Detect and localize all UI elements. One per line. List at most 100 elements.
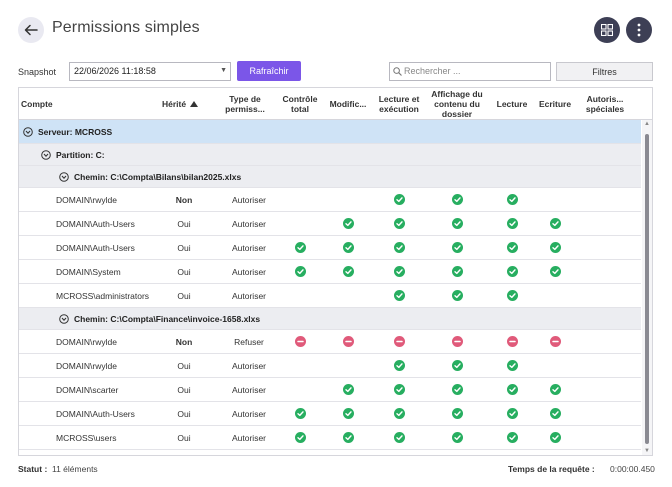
group-row-path-2[interactable]: Chemin: C:\Compta\Finance\invoice-1658.x…: [19, 308, 641, 330]
inherited-cell: Oui: [177, 408, 191, 419]
permission-allowed: [292, 402, 308, 425]
permission-allowed: [547, 378, 563, 401]
type-cell: Autoriser: [231, 384, 266, 395]
scrollbar-thumb[interactable]: [645, 134, 649, 444]
check-circle-icon: [342, 432, 354, 443]
chevron-circle-icon[interactable]: [23, 126, 33, 137]
check-circle-icon: [549, 408, 561, 419]
column-header-compte[interactable]: Compte: [21, 99, 53, 109]
more-vertical-icon: [637, 23, 641, 37]
table-row[interactable]: DOMAIN\scarter Oui Autoriser: [19, 378, 641, 402]
group-row-partition[interactable]: Partition: C:: [19, 144, 641, 166]
sort-asc-icon: [190, 101, 199, 107]
check-circle-icon: [549, 242, 561, 253]
grid-icon: [601, 24, 613, 36]
chevron-circle-icon[interactable]: [41, 149, 51, 160]
chevron-circle-icon[interactable]: [59, 313, 69, 324]
group-row-path-1[interactable]: Chemin: C:\Compta\Bilans\bilan2025.xlxs: [19, 166, 641, 188]
column-header-affichage[interactable]: Affichage du contenu du dossier: [431, 89, 483, 119]
status-bar: Statut : 11 éléments Temps de la requête…: [0, 462, 672, 478]
search-input[interactable]: Rechercher ...: [389, 62, 551, 81]
check-circle-icon: [393, 384, 405, 395]
toolbar: Snapshot 22/06/2026 11:18:58 ▼ Rafraîchi…: [0, 60, 672, 84]
chevron-circle-icon[interactable]: [59, 171, 69, 182]
vertical-scrollbar[interactable]: ▲ ▼: [642, 120, 652, 455]
account-cell: MCROSS\administrators: [56, 290, 150, 301]
table-header: Compte Hérité Type de permiss... Contrôl…: [19, 88, 652, 120]
scroll-up-icon[interactable]: ▲: [644, 121, 650, 127]
permission-allowed: [340, 236, 356, 259]
check-circle-icon: [393, 290, 405, 301]
permission-allowed: [391, 284, 407, 307]
permission-allowed: [391, 188, 407, 211]
check-circle-icon: [451, 194, 463, 205]
inherited-cell: Oui: [177, 266, 191, 277]
group-row-server[interactable]: Serveur: MCROSS: [19, 120, 641, 144]
grid-view-button[interactable]: [594, 17, 620, 43]
more-options-button[interactable]: [626, 17, 652, 43]
snapshot-select[interactable]: 22/06/2026 11:18:58 ▼: [69, 62, 231, 81]
account-cell: DOMAIN\Auth-Users: [56, 218, 135, 229]
type-cell: Autoriser: [231, 242, 266, 253]
permission-denied: [504, 330, 520, 353]
permissions-grid: Compte Hérité Type de permiss... Contrôl…: [18, 87, 653, 456]
permission-allowed: [449, 284, 465, 307]
search-placeholder: Rechercher ...: [404, 66, 461, 76]
inherited-cell: Non: [175, 194, 193, 205]
table-row[interactable]: DOMAIN\Auth-Users Oui Autoriser: [19, 236, 641, 260]
column-header-controle-total[interactable]: Contrôle total: [282, 94, 318, 114]
column-header-lecture-execution[interactable]: Lecture et exécution: [378, 94, 420, 114]
minus-circle-icon: [549, 336, 561, 347]
column-header-speciales[interactable]: Autoris... spéciales: [585, 94, 625, 114]
page-title: Permissions simples: [52, 19, 200, 36]
check-circle-icon: [294, 242, 306, 253]
table-row[interactable]: DOMAIN\rwylde Non Autoriser: [19, 188, 641, 212]
account-cell: DOMAIN\Auth-Users: [56, 408, 135, 419]
permission-allowed: [391, 378, 407, 401]
check-circle-icon: [393, 266, 405, 277]
table-row[interactable]: DOMAIN\rwylde Non Refuser: [19, 330, 641, 354]
check-circle-icon: [393, 194, 405, 205]
scroll-down-icon[interactable]: ▼: [644, 448, 650, 454]
table-row[interactable]: DOMAIN\System Oui Autoriser: [19, 260, 641, 284]
account-cell: DOMAIN\System: [56, 266, 121, 277]
refresh-button[interactable]: Rafraîchir: [237, 61, 301, 81]
check-circle-icon: [506, 266, 518, 277]
permission-allowed: [391, 260, 407, 283]
check-circle-icon: [393, 432, 405, 443]
status-label: Statut :: [18, 464, 48, 474]
filters-button[interactable]: Filtres: [556, 62, 653, 81]
permission-allowed: [292, 236, 308, 259]
check-circle-icon: [451, 360, 463, 371]
table-row[interactable]: DOMAIN\rwylde Oui Autoriser: [19, 354, 641, 378]
permission-denied: [292, 330, 308, 353]
table-row[interactable]: MCROSS\administrators Oui Autoriser: [19, 284, 641, 308]
check-circle-icon: [393, 218, 405, 229]
table-row[interactable]: MCROSS\users Oui Autoriser: [19, 426, 641, 450]
permission-allowed: [504, 402, 520, 425]
permission-allowed: [449, 402, 465, 425]
permission-allowed: [504, 212, 520, 235]
column-header-lecture[interactable]: Lecture: [496, 99, 528, 109]
permission-allowed: [292, 260, 308, 283]
type-cell: Autoriser: [231, 408, 266, 419]
column-header-modification[interactable]: Modific...: [329, 99, 367, 109]
type-cell: Autoriser: [231, 218, 266, 229]
inherited-cell: Oui: [177, 290, 191, 301]
permission-denied: [547, 330, 563, 353]
permission-denied: [449, 330, 465, 353]
check-circle-icon: [393, 360, 405, 371]
permission-allowed: [449, 354, 465, 377]
status-value: 11 éléments: [52, 464, 98, 474]
query-time-value: 0:00:00.450: [610, 464, 655, 474]
check-circle-icon: [393, 242, 405, 253]
column-header-type[interactable]: Type de permiss...: [225, 94, 265, 114]
group-row-partition-label: Partition: C:: [56, 149, 105, 160]
table-row[interactable]: DOMAIN\Auth-Users Oui Autoriser: [19, 402, 641, 426]
column-header-herite[interactable]: Hérité: [155, 88, 205, 120]
table-row[interactable]: DOMAIN\Auth-Users Oui Autoriser: [19, 212, 641, 236]
back-button[interactable]: [18, 17, 44, 43]
column-header-ecriture[interactable]: Ecriture: [538, 99, 572, 109]
permission-allowed: [391, 402, 407, 425]
check-circle-icon: [506, 360, 518, 371]
